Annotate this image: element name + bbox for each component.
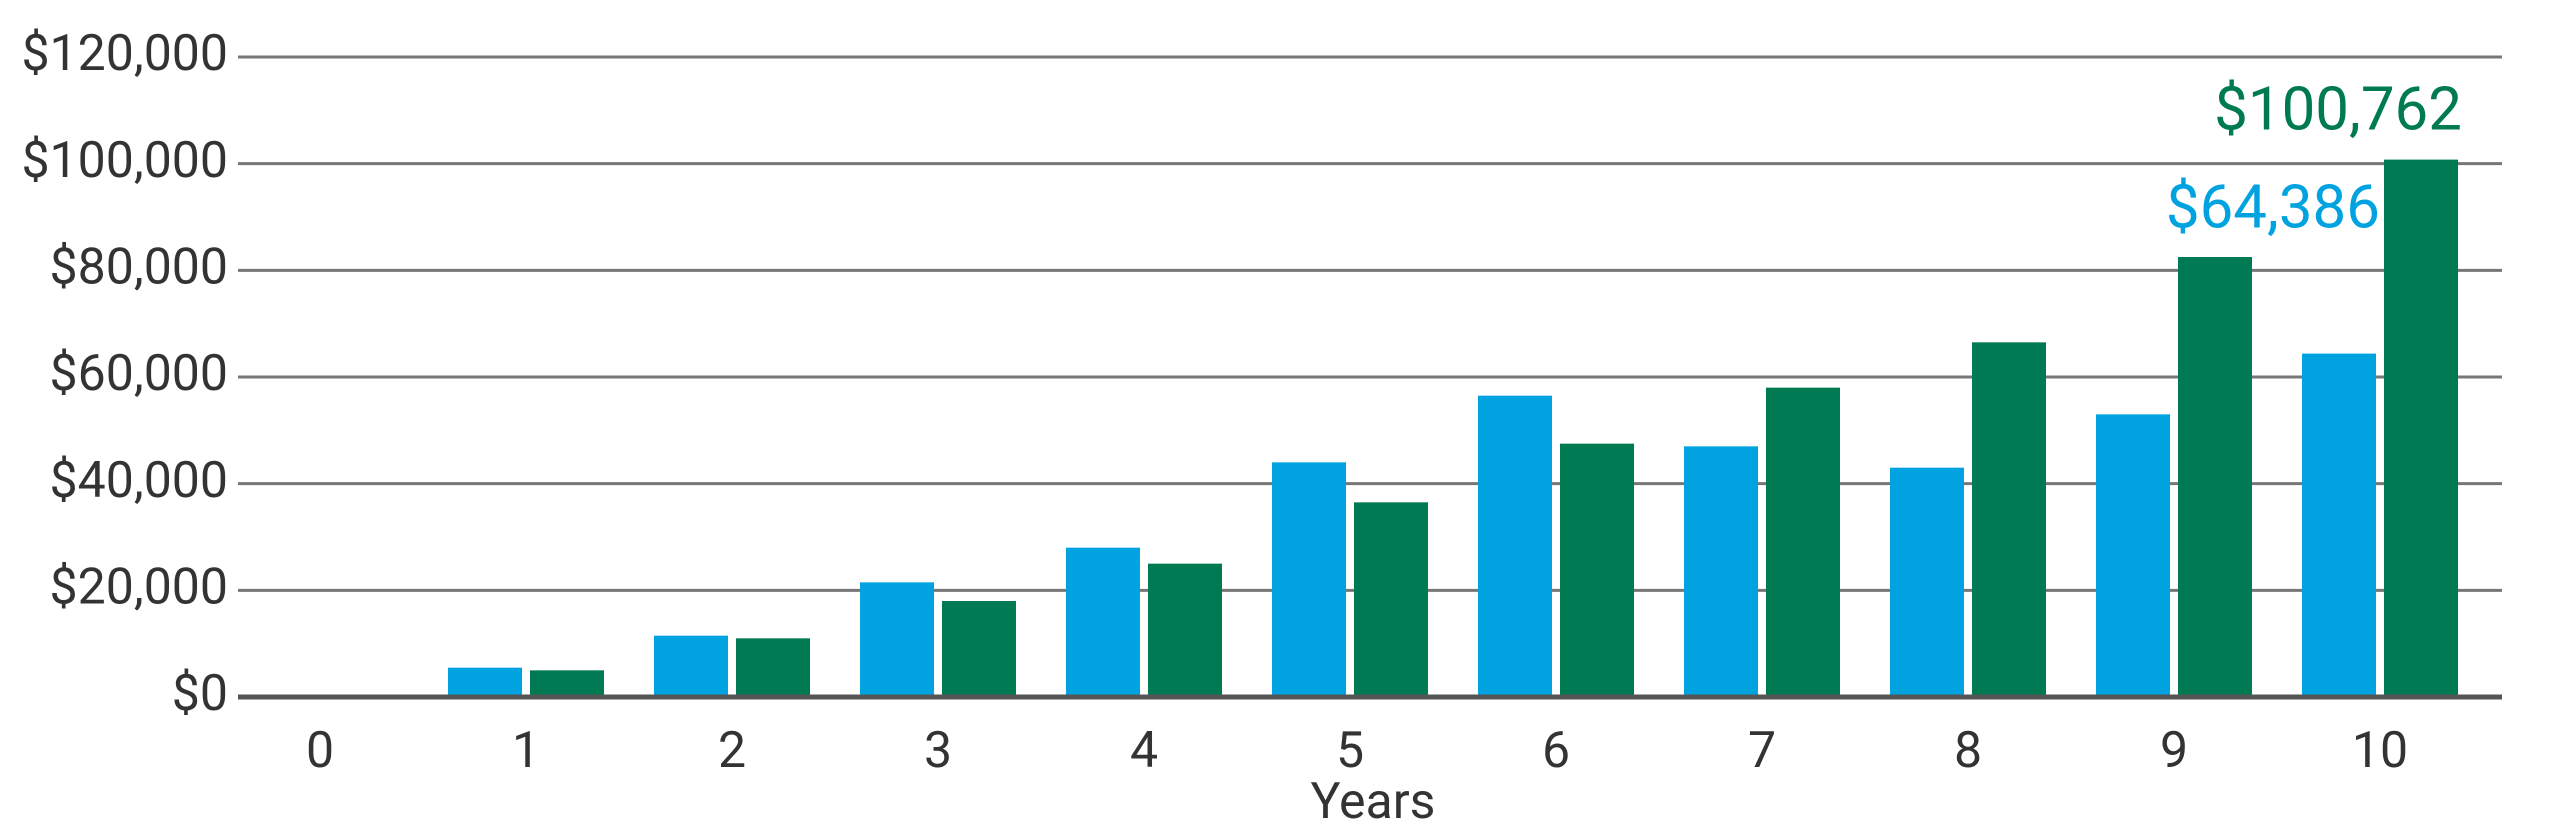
bar xyxy=(1066,547,1140,697)
bar xyxy=(1354,502,1428,697)
bar xyxy=(654,635,728,697)
y-tick-label: $60,000 xyxy=(50,345,228,403)
x-tick-label: 8 xyxy=(1954,722,1982,780)
bar xyxy=(2384,159,2458,697)
y-tick-label: $40,000 xyxy=(50,452,228,510)
x-tick-label: 3 xyxy=(924,722,952,780)
y-tick-label: $100,000 xyxy=(21,132,228,190)
bar xyxy=(1148,563,1222,697)
bar xyxy=(1478,395,1552,697)
bar xyxy=(1972,342,2046,697)
y-tick-label: $20,000 xyxy=(50,559,228,617)
x-tick-label: 9 xyxy=(2160,722,2188,780)
x-tick-label: 4 xyxy=(1130,722,1158,780)
x-tick-label: 1 xyxy=(512,722,540,780)
x-tick-label: 7 xyxy=(1748,722,1776,780)
bar xyxy=(1890,467,1964,697)
bar xyxy=(448,667,522,697)
bar xyxy=(860,582,934,697)
x-tick-label: 2 xyxy=(718,722,746,780)
bar xyxy=(2302,353,2376,697)
value-label: $100,762 xyxy=(2214,73,2462,144)
bar xyxy=(2178,257,2252,697)
x-tick-label: 10 xyxy=(2352,722,2408,780)
x-tick-label: 0 xyxy=(306,722,334,780)
value-label: $64,386 xyxy=(2166,171,2380,242)
bar xyxy=(1272,462,1346,697)
y-tick-label: $120,000 xyxy=(21,25,228,83)
bar xyxy=(530,670,604,697)
bar xyxy=(1766,387,1840,697)
y-tick-label: $80,000 xyxy=(50,239,228,297)
x-tick-label: 6 xyxy=(1542,722,1570,780)
bar xyxy=(2096,414,2170,697)
bar xyxy=(1684,446,1758,697)
bar xyxy=(942,601,1016,697)
x-axis-label: Years xyxy=(1311,773,1436,831)
y-tick-label: $0 xyxy=(172,665,228,723)
bar xyxy=(1560,443,1634,697)
x-tick-label: 5 xyxy=(1336,722,1364,780)
bar xyxy=(736,638,810,697)
